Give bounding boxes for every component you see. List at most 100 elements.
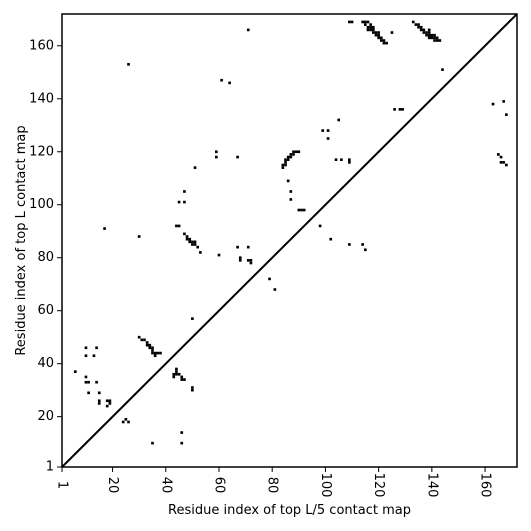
- contact-point: [430, 33, 434, 37]
- contact-point: [425, 33, 428, 37]
- contact-point: [97, 402, 101, 405]
- contact-point: [284, 158, 287, 162]
- contact-point: [300, 208, 303, 212]
- contact-point: [371, 25, 375, 29]
- contact-point: [505, 163, 508, 167]
- contact-point: [427, 28, 431, 32]
- x-tick-label: 100: [318, 473, 333, 498]
- contact-point: [175, 370, 178, 373]
- y-tick-label: 1: [46, 460, 54, 475]
- contact-point: [379, 39, 383, 42]
- contact-point: [180, 431, 184, 434]
- contact-point: [193, 166, 197, 169]
- contact-point: [180, 378, 184, 381]
- y-tick-label: 80: [37, 250, 54, 265]
- contact-point: [124, 417, 128, 421]
- contact-point: [382, 41, 386, 45]
- contact-point: [377, 36, 380, 40]
- contact-point: [502, 100, 506, 103]
- contact-point: [377, 33, 380, 37]
- contact-point: [145, 343, 149, 347]
- x-tick-label: 60: [211, 477, 226, 494]
- contact-point: [393, 108, 396, 111]
- contact-point: [369, 25, 372, 29]
- contact-point: [95, 346, 98, 350]
- contact-point: [348, 20, 351, 24]
- plot-frame: [61, 13, 518, 468]
- contact-point: [491, 102, 495, 106]
- y-axis-label: Residue index of top L contact map: [14, 125, 29, 355]
- contact-point: [73, 370, 77, 373]
- y-tick-label: 140: [29, 91, 54, 106]
- contact-point: [499, 155, 503, 159]
- contact-point: [390, 31, 394, 34]
- contact-point: [414, 23, 418, 26]
- x-tick-label: 160: [478, 473, 493, 498]
- contact-point: [215, 150, 218, 154]
- contact-point: [361, 20, 364, 24]
- contact-point: [95, 380, 98, 384]
- contact-point: [334, 158, 338, 162]
- contact-point: [292, 153, 295, 156]
- contact-point: [191, 317, 194, 320]
- contact-point: [246, 28, 250, 32]
- contact-point: [382, 39, 386, 42]
- contact-point: [191, 386, 194, 389]
- contact-point: [281, 166, 285, 169]
- contact-point: [180, 375, 184, 379]
- contact-point: [364, 23, 367, 26]
- contact-point: [505, 113, 508, 116]
- contact-point: [87, 380, 90, 384]
- contact-point: [84, 354, 88, 358]
- contact-point: [321, 129, 325, 132]
- contact-point: [151, 346, 154, 350]
- contact-point: [289, 198, 293, 201]
- contact-point: [371, 31, 375, 34]
- contact-point: [103, 227, 106, 230]
- contact-point: [246, 245, 250, 249]
- contact-point: [369, 23, 372, 26]
- contact-point: [329, 237, 333, 241]
- contact-point: [348, 158, 351, 162]
- contact-point: [379, 36, 383, 40]
- contact-point: [228, 81, 231, 85]
- contact-point: [417, 25, 420, 29]
- contact-point: [185, 237, 189, 241]
- contact-point: [497, 153, 500, 156]
- contact-point: [284, 161, 287, 164]
- contact-point: [377, 31, 380, 34]
- contact-point: [238, 259, 242, 262]
- y-tick-label: 20: [37, 409, 54, 424]
- contact-point: [172, 375, 176, 379]
- contact-point: [427, 36, 431, 40]
- contact-point: [419, 28, 423, 32]
- contact-point: [191, 388, 194, 392]
- contact-point: [145, 341, 149, 344]
- diagonal-line: [61, 13, 518, 468]
- contact-point: [175, 372, 178, 376]
- contact-point: [108, 402, 112, 405]
- contact-point: [419, 25, 423, 29]
- contact-point: [385, 41, 388, 45]
- contact-point: [84, 380, 88, 384]
- contact-point: [156, 351, 160, 355]
- contact-point: [84, 346, 88, 350]
- contact-point: [286, 158, 290, 162]
- contact-point: [286, 179, 290, 183]
- contact-point: [175, 224, 178, 228]
- contact-point: [289, 155, 293, 159]
- x-tick-label: 20: [105, 477, 120, 494]
- x-axis: 1 20 40 60 80 100 120 140 160: [55, 467, 493, 497]
- contact-point: [84, 375, 88, 379]
- contact-point: [281, 163, 285, 167]
- x-tick-label: 1: [55, 481, 70, 489]
- contact-point: [411, 20, 415, 24]
- contact-point: [438, 39, 442, 42]
- contact-point: [273, 288, 277, 291]
- contact-point: [350, 20, 354, 24]
- contact-point: [366, 25, 370, 29]
- contact-point: [151, 349, 154, 352]
- contact-point: [284, 163, 287, 167]
- contact-point: [193, 240, 197, 244]
